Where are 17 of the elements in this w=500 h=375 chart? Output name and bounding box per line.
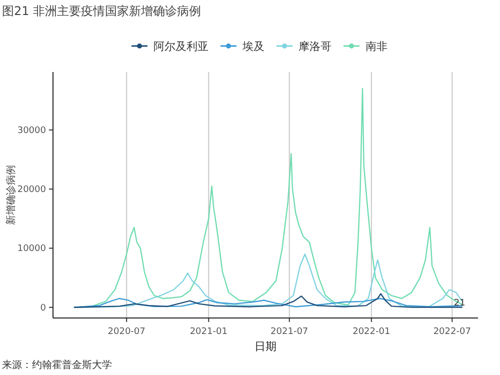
x-axis-title: 日期 [254,340,276,353]
x-tick-label: 2021-01 [190,327,228,337]
y-tick-label: 0 [40,303,46,314]
y-tick-label: 10000 [17,244,46,254]
legend-label: 南非 [366,40,388,53]
x-tick-label: 2020-07 [108,327,146,337]
legend-label: 埃及 [242,40,264,53]
legend-label: 摩洛哥 [298,40,332,53]
legend-label: 阿尔及利亚 [154,40,208,53]
chart-title: 图21 非洲主要疫情国家新增确诊病例 [2,4,202,18]
source-note: 来源：约翰霍普金斯大学 [2,359,112,371]
y-tick-label: 30000 [17,126,46,136]
y-axis-title: 新增确诊病例 [5,165,17,225]
x-tick-label: 2022-07 [433,327,471,337]
x-tick-label: 2022-01 [352,327,390,337]
y-tick-label: 20000 [17,185,46,196]
x-tick-label: 2021-07 [270,327,308,337]
